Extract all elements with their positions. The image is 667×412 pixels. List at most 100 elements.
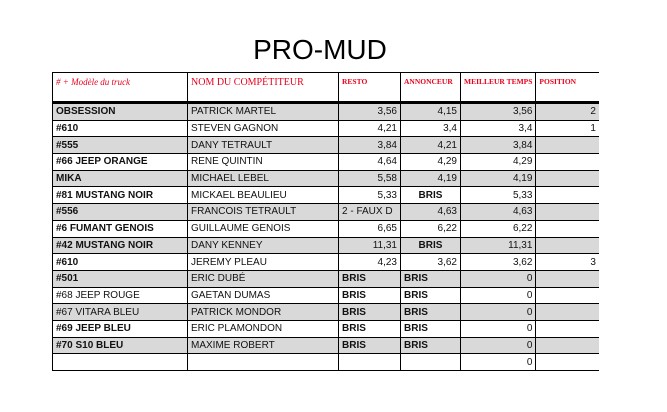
cell-competitor: ERIC PLAMONDON [187,319,339,338]
header-truck: # + Modèle du truck [52,72,188,104]
table-row: #69 JEEP BLEU ERIC PLAMONDON BRIS BRIS 0 [52,319,599,338]
cell-annonceur: BRIS [400,236,461,255]
cell-resto: 4,21 [338,119,401,138]
cell-truck: #69 JEEP BLEU [52,319,188,338]
cell-competitor: STEVEN GAGNON [187,119,339,138]
cell-competitor: GUILLAUME GENOIS [187,219,339,238]
cell-best-time: 6,22 [459,219,537,238]
cell-position [535,169,599,188]
cell-competitor: GAETAN DUMAS [187,286,339,305]
cell-annonceur: 4,29 [400,153,461,171]
cell-best-time: 3,62 [459,253,537,271]
cell-best-time: 3,4 [459,119,537,138]
table-row: 0 [52,353,599,371]
cell-truck: #68 JEEP ROUGE [52,286,188,305]
table-row: MIKA MICHAEL LEBEL 5,58 4,19 4,19 [52,169,599,188]
cell-best-time: 4,63 [459,203,537,221]
table-row: #610 STEVEN GAGNON 4,21 3,4 3,4 1 [52,119,599,138]
cell-annonceur: BRIS [400,336,461,355]
cell-position [535,136,599,155]
cell-truck: #610 [52,119,188,138]
cell-best-time: 0 [459,336,537,355]
header-competitor: NOM DU COMPÉTITEUR [187,72,339,104]
table-row: #556 FRANCOIS TETRAULT 2 - FAUX D 4,63 4,63 [52,203,599,221]
header-position: POSITION [535,72,599,104]
cell-best-time: 0 [459,303,537,321]
cell-competitor: FRANCOIS TETRAULT [187,203,339,221]
cell-position: 1 [535,119,599,138]
cell-truck [52,353,188,371]
cell-resto: 11,31 [338,236,401,255]
cell-truck: #501 [52,269,188,288]
cell-resto: 5,58 [338,169,401,188]
cell-position [535,203,599,221]
cell-best-time: 0 [459,319,537,338]
results-table: # + Modèle du truck NOM DU COMPÉTITEUR R… [52,72,599,371]
cell-position [535,236,599,255]
cell-resto: 4,64 [338,153,401,171]
cell-resto: 3,84 [338,136,401,155]
cell-best-time: 0 [459,286,537,305]
cell-position [535,336,599,355]
cell-competitor: DANY KENNEY [187,236,339,255]
cell-truck: #555 [52,136,188,155]
cell-truck: #610 [52,253,188,271]
cell-best-time: 0 [459,353,537,371]
cell-competitor: JEREMY PLEAU [187,253,339,271]
cell-competitor: RENE QUINTIN [187,153,339,171]
cell-annonceur: BRIS [400,186,461,205]
cell-position [535,153,599,171]
cell-annonceur: BRIS [400,269,461,288]
cell-competitor: PATRICK MONDOR [187,303,339,321]
header-row: # + Modèle du truck NOM DU COMPÉTITEUR R… [52,72,599,104]
cell-annonceur: BRIS [400,319,461,338]
cell-truck: #81 MUSTANG NOIR [52,186,188,205]
cell-resto: 5,33 [338,186,401,205]
table-row: #6 FUMANT GENOIS GUILLAUME GENOIS 6,65 6,22… [52,219,599,238]
cell-competitor: MAXIME ROBERT [187,336,339,355]
cell-position [535,269,599,288]
cell-annonceur [400,353,461,371]
cell-best-time: 5,33 [459,186,537,205]
cell-resto: 2 - FAUX D [338,203,401,221]
cell-competitor: PATRICK MARTEL [187,102,339,121]
table-row: #501 ERIC DUBÉ BRIS BRIS 0 [52,269,599,288]
cell-resto [338,353,401,371]
cell-position [535,353,599,371]
cell-annonceur: 3,62 [400,253,461,271]
cell-annonceur: 6,22 [400,219,461,238]
cell-position [535,286,599,305]
cell-position [535,319,599,338]
cell-best-time: 3,84 [459,136,537,155]
cell-truck: #70 S10 BLEU [52,336,188,355]
cell-resto: BRIS [338,319,401,338]
cell-truck: #6 FUMANT GENOIS [52,219,188,238]
table-row: #555 DANY TETRAULT 3,84 4,21 3,84 [52,136,599,155]
header-best-time: MEILLEUR TEMPS [459,72,537,104]
cell-annonceur: 4,15 [400,102,461,121]
cell-annonceur: 4,19 [400,169,461,188]
cell-annonceur: 4,21 [400,136,461,155]
cell-position: 2 [535,102,599,121]
page-title: PRO-MUD [253,34,387,65]
cell-truck: #66 JEEP ORANGE [52,153,188,171]
table-row: OBSESSION PATRICK MARTEL 3,56 4,15 3,56 2 [52,102,599,121]
cell-resto: BRIS [338,269,401,288]
cell-resto: 6,65 [338,219,401,238]
cell-best-time: 11,31 [459,236,537,255]
cell-competitor: MICHAEL LEBEL [187,169,339,188]
cell-annonceur: 4,63 [400,203,461,221]
cell-position [535,186,599,205]
cell-best-time: 0 [459,269,537,288]
cell-truck: #67 VITARA BLEU [52,303,188,321]
cell-position [535,303,599,321]
cell-position [535,219,599,238]
cell-resto: 4,23 [338,253,401,271]
table-row: #67 VITARA BLEU PATRICK MONDOR BRIS BRIS 0 [52,303,599,321]
cell-resto: BRIS [338,336,401,355]
cell-best-time: 4,29 [459,153,537,171]
cell-resto: 3,56 [338,102,401,121]
cell-competitor [187,353,339,371]
cell-truck: MIKA [52,169,188,188]
cell-annonceur: BRIS [400,286,461,305]
